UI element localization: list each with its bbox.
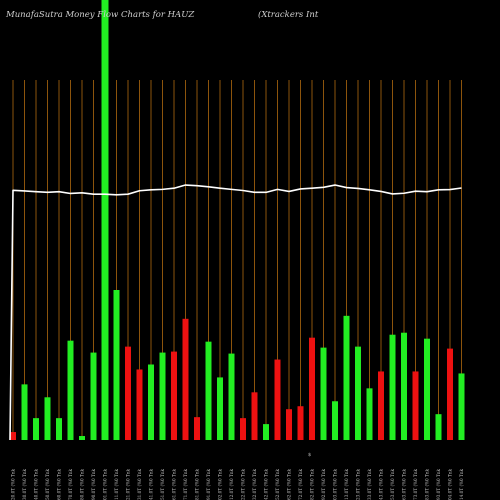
x-label: 02.0T (%0 Tnk: [218, 468, 223, 500]
x-label: 51.0T (%0 Tnk: [160, 468, 165, 500]
x-label: 52.0T (%0 Tnk: [275, 468, 280, 500]
bar: [332, 401, 338, 440]
x-label: 12.0T (%0 Tnk: [229, 468, 234, 500]
bar: [424, 338, 430, 440]
x-label: 22.0T (%0 Tnk: [241, 468, 246, 500]
x-label: 31.0T (%0 Tnk: [137, 468, 142, 500]
bar: [102, 422, 108, 440]
x-label: 30.0T (%0 Tnk: [22, 468, 27, 500]
x-label: 90.0T (%0 Tnk: [91, 468, 96, 500]
bar: [148, 364, 154, 440]
bar: [435, 414, 442, 440]
x-label: 91.0T (%0 Tnk: [206, 468, 211, 500]
x-label: 11.0T (%0 Tnk: [114, 468, 119, 500]
x-label: 60.0T (%0 Tnk: [57, 468, 62, 500]
x-label: 81.0T (%0 Tnk: [195, 468, 200, 500]
x-label: 43.0T (%0 Tnk: [379, 468, 384, 500]
x-label: 13.0T (%0 Tnk: [344, 468, 349, 500]
x-label: 61.0T (%0 Tnk: [172, 468, 177, 500]
bar: [263, 424, 269, 440]
x-label: 70.0T (%0 Tnk: [68, 468, 73, 500]
bar: [297, 406, 304, 440]
chart-title: MunafaSutra Money Flow Charts for HAUZ: [5, 10, 195, 20]
bar: [159, 352, 166, 440]
x-label: 01.0T (%0 Tnk: [103, 468, 108, 500]
x-label: 04.0T (%0 Tnk: [448, 468, 453, 500]
bar: [194, 417, 200, 440]
x-label: 20.0T (%0 Tnk: [11, 468, 16, 500]
x-label: 41.0T (%0 Tnk: [149, 468, 154, 500]
bar: [343, 315, 350, 440]
bar: [113, 290, 120, 440]
bar: [240, 418, 246, 440]
bar: [412, 371, 419, 440]
bar: [56, 418, 62, 440]
x-label: 93.0T (%0 Tnk: [436, 468, 441, 500]
x-label: 73.0T (%0 Tnk: [413, 468, 418, 500]
x-label: 82.0T (%0 Tnk: [310, 468, 315, 500]
bar: [125, 346, 131, 440]
x-label: 03.0T (%0 Tnk: [333, 468, 338, 500]
x-label: 62.0T (%0 Tnk: [287, 468, 292, 500]
x-label: 83.0T (%0 Tnk: [425, 468, 430, 500]
x-label: 32.0T (%0 Tnk: [252, 468, 257, 500]
bar: [67, 340, 74, 440]
x-label: 33.0T (%0 Tnk: [367, 468, 372, 500]
bar: [182, 318, 189, 440]
bar: [366, 388, 373, 440]
bar: [286, 409, 292, 440]
bar: [217, 377, 223, 440]
price-line: [9, 184, 462, 441]
bar: [228, 353, 235, 440]
bar: [136, 369, 143, 440]
x-label: 50.0T (%0 Tnk: [45, 468, 50, 500]
x-label: 21.0T (%0 Tnk: [126, 468, 131, 500]
x-label: 53.0T (%0 Tnk: [390, 468, 395, 500]
x-label: 14.0T (%0 Tnk: [459, 468, 464, 500]
bar: [44, 397, 51, 440]
x-label: 71.0T (%0 Tnk: [183, 468, 188, 500]
x-label: 23.0T (%0 Tnk: [356, 468, 361, 500]
bar: [309, 337, 315, 440]
x-label: 40.0T (%0 Tnk: [34, 468, 39, 500]
bar: [79, 436, 85, 440]
x-label: 80.0T (%0 Tnk: [80, 468, 85, 500]
bars: [10, 290, 465, 440]
bar: [458, 373, 465, 440]
center-marker: $: [308, 452, 311, 458]
bar: [10, 432, 16, 440]
x-axis-labels: 20.0T (%0 Tnk 30.0T (%0 Tnk 40.0T (%0 Tnk 5…: [11, 468, 465, 500]
bar: [378, 371, 384, 440]
highlight-layer: [101, 0, 109, 440]
bar: [320, 347, 327, 440]
bar: [21, 384, 28, 440]
bar: [355, 346, 361, 440]
bar: [401, 332, 407, 440]
x-label: 72.0T (%0 Tnk: [298, 468, 303, 500]
x-label: 92.0T (%0 Tnk: [321, 468, 326, 500]
bar: [171, 351, 177, 440]
bar: [274, 359, 281, 440]
chart-title-right: (Xtrackers Int: [258, 9, 319, 20]
x-label: 63.0T (%0 Tnk: [402, 468, 407, 500]
bar: [205, 341, 212, 440]
bar: [33, 418, 39, 440]
price-line-layer: [9, 184, 462, 441]
bar: [389, 334, 396, 440]
bar: [447, 348, 453, 440]
x-label: 42.0T (%0 Tnk: [264, 468, 269, 500]
highlight-column: [101, 0, 109, 440]
bar: [251, 392, 258, 440]
bar: [90, 352, 97, 440]
